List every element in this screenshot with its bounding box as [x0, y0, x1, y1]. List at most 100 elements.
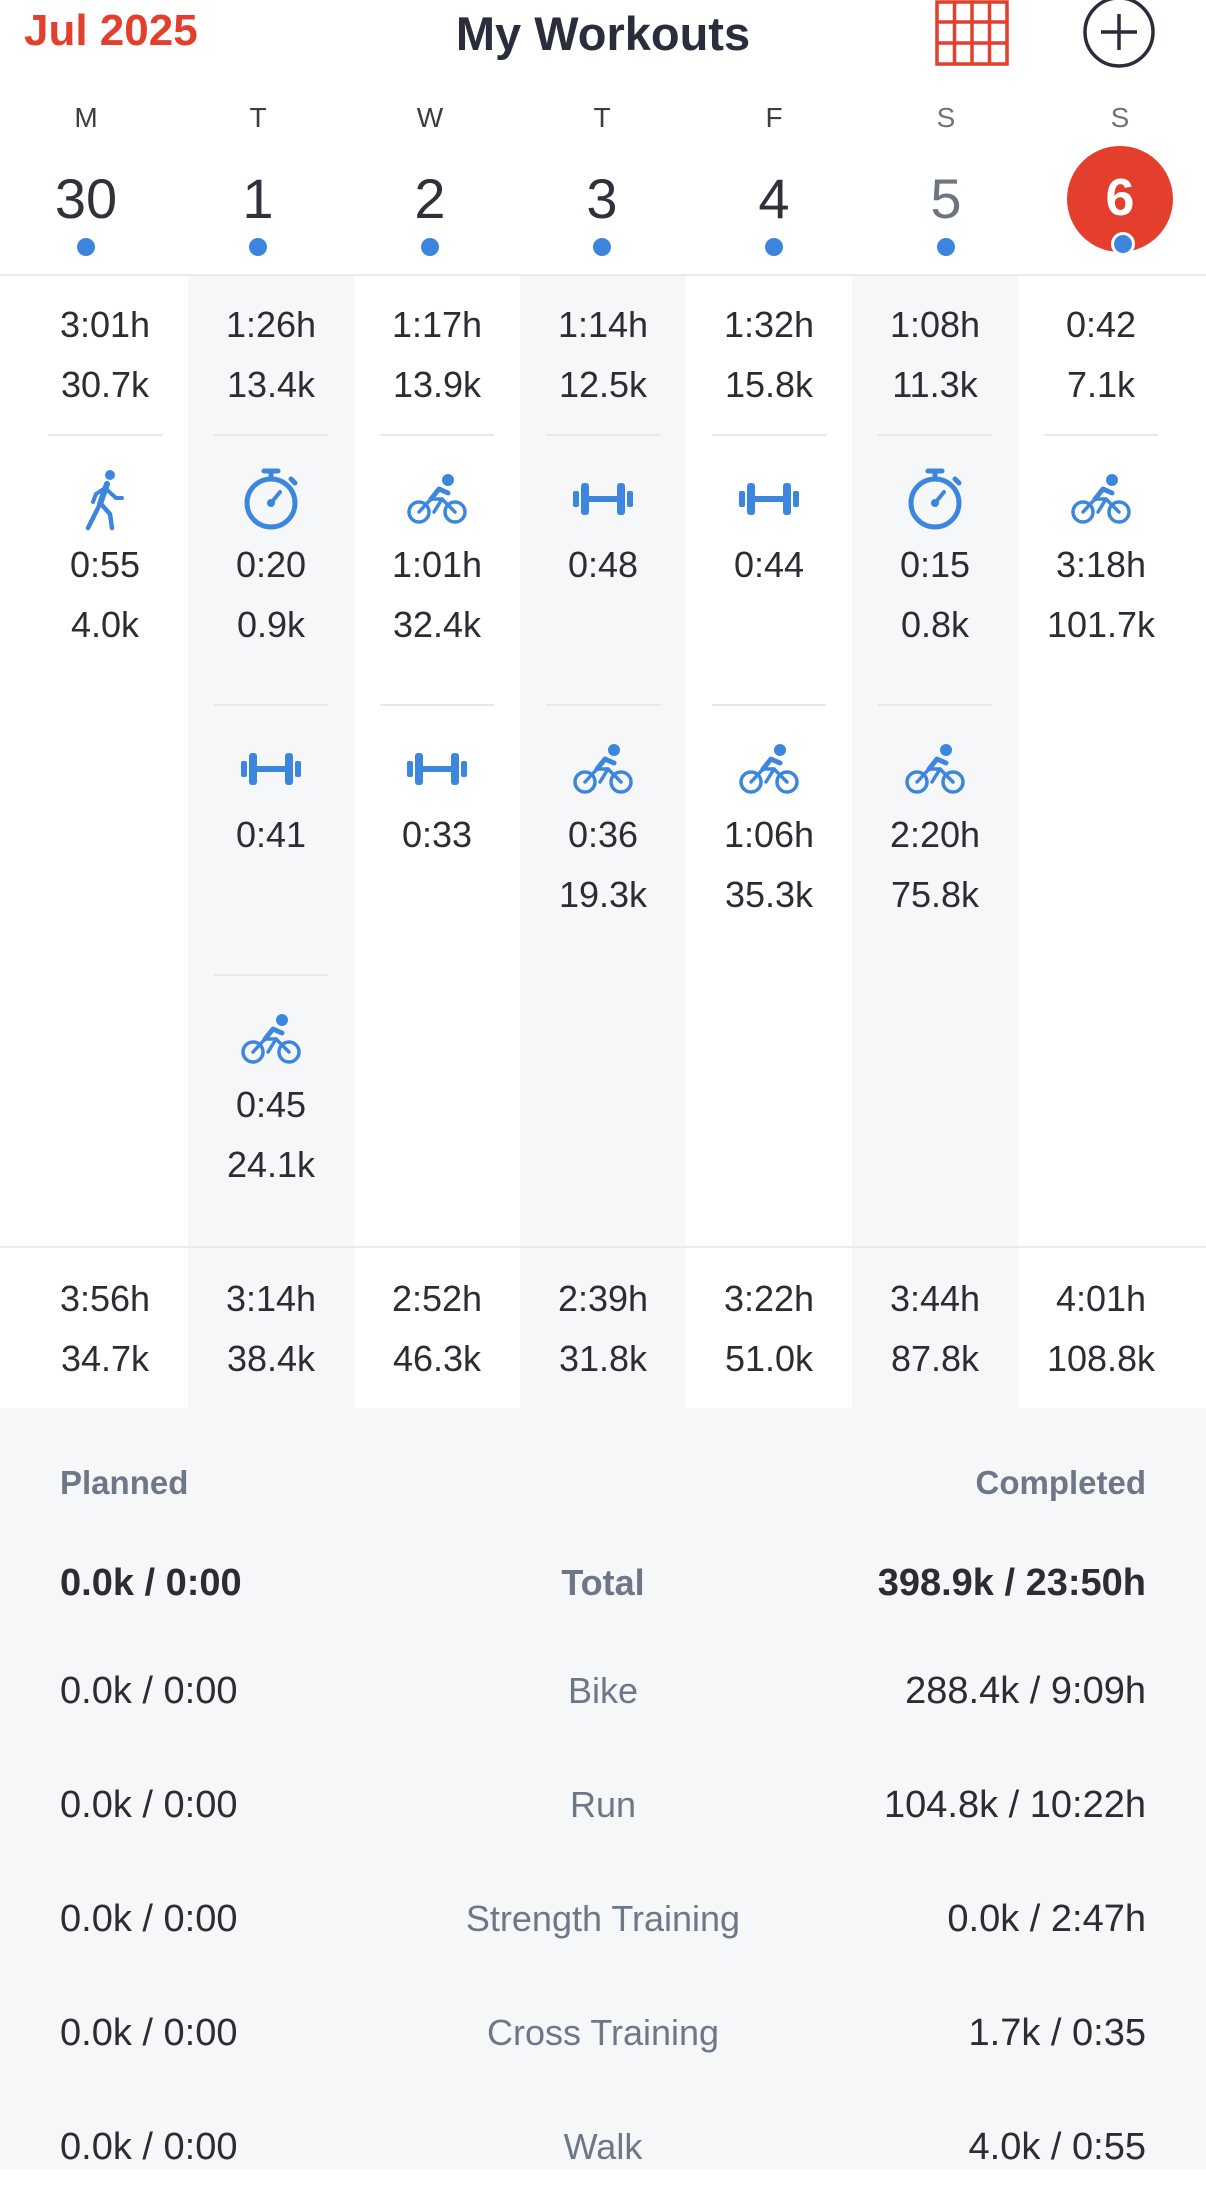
day-summary[interactable]: 1:08h 11.3k	[852, 276, 1018, 436]
bike-icon	[736, 736, 802, 802]
workout-card[interactable]: 1:01h 32.4k	[354, 436, 520, 704]
category-label: Strength Training	[465, 1898, 741, 1939]
summary-row-bike: 0.0k / 0:00 Bike 288.4k / 9:09h	[0, 1670, 1206, 1730]
stopwatch-icon	[902, 466, 968, 532]
workout-duration: 3:18h	[1055, 544, 1147, 585]
divider	[546, 704, 660, 706]
day-column: 0:42 7.1k 3:18h 101.7k	[1018, 276, 1184, 1246]
bike-icon	[902, 736, 968, 802]
workout-duration: 0:20	[235, 544, 307, 585]
workout-duration: 0:41	[235, 814, 307, 855]
calendar-grid-icon[interactable]	[934, 0, 1010, 66]
divider	[878, 704, 992, 706]
summary-time: 0:42	[1065, 304, 1137, 345]
date-number: 1	[242, 167, 274, 230]
divider	[712, 704, 826, 706]
workout-card[interactable]: 0:41	[188, 706, 354, 974]
day-column: 1:17h 13.9k 1:01h 32.4k 0:33	[354, 276, 520, 1246]
weekday-label: T	[249, 102, 267, 133]
summary-distance: 13.9k	[392, 364, 482, 405]
summary-time: 1:08h	[889, 304, 981, 345]
week-day-selector: M 30 T 1 W 2 T 3 F 4 S 5 S 6	[0, 96, 1206, 276]
planned-value: 0.0k / 0:00	[60, 2012, 238, 2054]
workout-card[interactable]: 2:20h 75.8k	[852, 706, 1018, 974]
category-label: Bike	[567, 1670, 639, 1711]
category-label: Run	[569, 1784, 637, 1825]
divider	[380, 704, 494, 706]
plus-circle-icon[interactable]	[1081, 0, 1157, 68]
workout-card[interactable]: 0:44	[686, 436, 852, 704]
completed-value: 398.9k / 23:50h	[877, 1562, 1146, 1604]
workout-card[interactable]: 3:18h 101.7k	[1018, 436, 1184, 704]
stopwatch-icon	[238, 466, 304, 532]
workout-distance: 75.8k	[890, 874, 980, 915]
total-distance: 38.4k	[226, 1338, 316, 1379]
planned-value: 0.0k / 0:00	[60, 1784, 238, 1826]
workout-card[interactable]: 1:06h 35.3k	[686, 706, 852, 974]
workout-card[interactable]: 0:48	[520, 436, 686, 704]
workout-card[interactable]: 0:20 0.9k	[188, 436, 354, 704]
workout-card[interactable]: 0:33	[354, 706, 520, 974]
summary-time: 1:17h	[391, 304, 483, 345]
workout-distance: 101.7k	[1046, 604, 1156, 645]
day-total: 3:14h 38.4k	[188, 1248, 354, 1408]
date-number: 3	[586, 167, 618, 230]
workout-distance: 4.0k	[70, 604, 140, 645]
summary-row-run: 0.0k / 0:00 Run 104.8k / 10:22h	[0, 1784, 1206, 1844]
summary-distance: 15.8k	[724, 364, 814, 405]
workout-dot	[77, 238, 95, 256]
date-number: 2	[414, 167, 446, 230]
workout-dot	[765, 238, 783, 256]
summary-row-cross-training: 0.0k / 0:00 Cross Training 1.7k / 0:35	[0, 2012, 1206, 2072]
total-time: 2:39h	[557, 1278, 649, 1319]
total-time: 3:44h	[889, 1278, 981, 1319]
divider	[1044, 434, 1158, 436]
day-column: 1:32h 15.8k 0:44 1:06h 35.3k	[686, 276, 852, 1246]
day-summary[interactable]: 1:26h 13.4k	[188, 276, 354, 436]
workout-duration: 0:48	[567, 544, 639, 585]
workout-dot	[249, 238, 267, 256]
workout-card[interactable]: 0:36 19.3k	[520, 706, 686, 974]
total-distance: 34.7k	[60, 1338, 150, 1379]
dumbbell-icon	[736, 466, 802, 532]
day-column: 1:08h 11.3k 0:15 0.8k 2:20h 75.8k	[852, 276, 1018, 1246]
divider	[48, 434, 162, 436]
workout-distance: 0.9k	[236, 604, 306, 645]
workout-card[interactable]: 0:45 24.1k	[188, 976, 354, 1244]
workout-card[interactable]: 0:15 0.8k	[852, 436, 1018, 704]
day-summary[interactable]: 1:14h 12.5k	[520, 276, 686, 436]
day-summary[interactable]: 1:32h 15.8k	[686, 276, 852, 436]
divider	[712, 434, 826, 436]
category-label: Total	[561, 1562, 645, 1603]
summary-panel: Planned Completed 0.0k / 0:00 Total 398.9k…	[0, 1408, 1206, 2169]
workout-card[interactable]: 0:55 4.0k	[22, 436, 188, 704]
summary-row-strength-training: 0.0k / 0:00 Strength Training 0.0k / 2:47h	[0, 1898, 1206, 1958]
total-distance: 87.8k	[890, 1338, 980, 1379]
day-total: 2:52h 46.3k	[354, 1248, 520, 1408]
day-30[interactable]: M 30	[0, 96, 172, 274]
day-summary[interactable]: 1:17h 13.9k	[354, 276, 520, 436]
workout-dot	[1111, 232, 1135, 256]
workout-dot	[421, 238, 439, 256]
dumbbell-icon	[570, 466, 636, 532]
completed-value: 288.4k / 9:09h	[905, 1670, 1146, 1712]
summary-distance: 12.5k	[558, 364, 648, 405]
day-summary[interactable]: 3:01h 30.7k	[22, 276, 188, 436]
completed-header: Completed	[975, 1464, 1146, 1501]
month-label[interactable]: Jul 2025	[24, 6, 198, 55]
day-total: 3:56h 34.7k	[22, 1248, 188, 1408]
workout-dot	[937, 238, 955, 256]
bike-icon	[570, 736, 636, 802]
day-summary[interactable]: 0:42 7.1k	[1018, 276, 1184, 436]
planned-value: 0.0k / 0:00	[60, 1562, 242, 1604]
workout-distance: 24.1k	[226, 1144, 316, 1185]
category-label: Cross Training	[486, 2012, 720, 2053]
divider	[380, 434, 494, 436]
workout-duration: 0:45	[235, 1084, 307, 1125]
